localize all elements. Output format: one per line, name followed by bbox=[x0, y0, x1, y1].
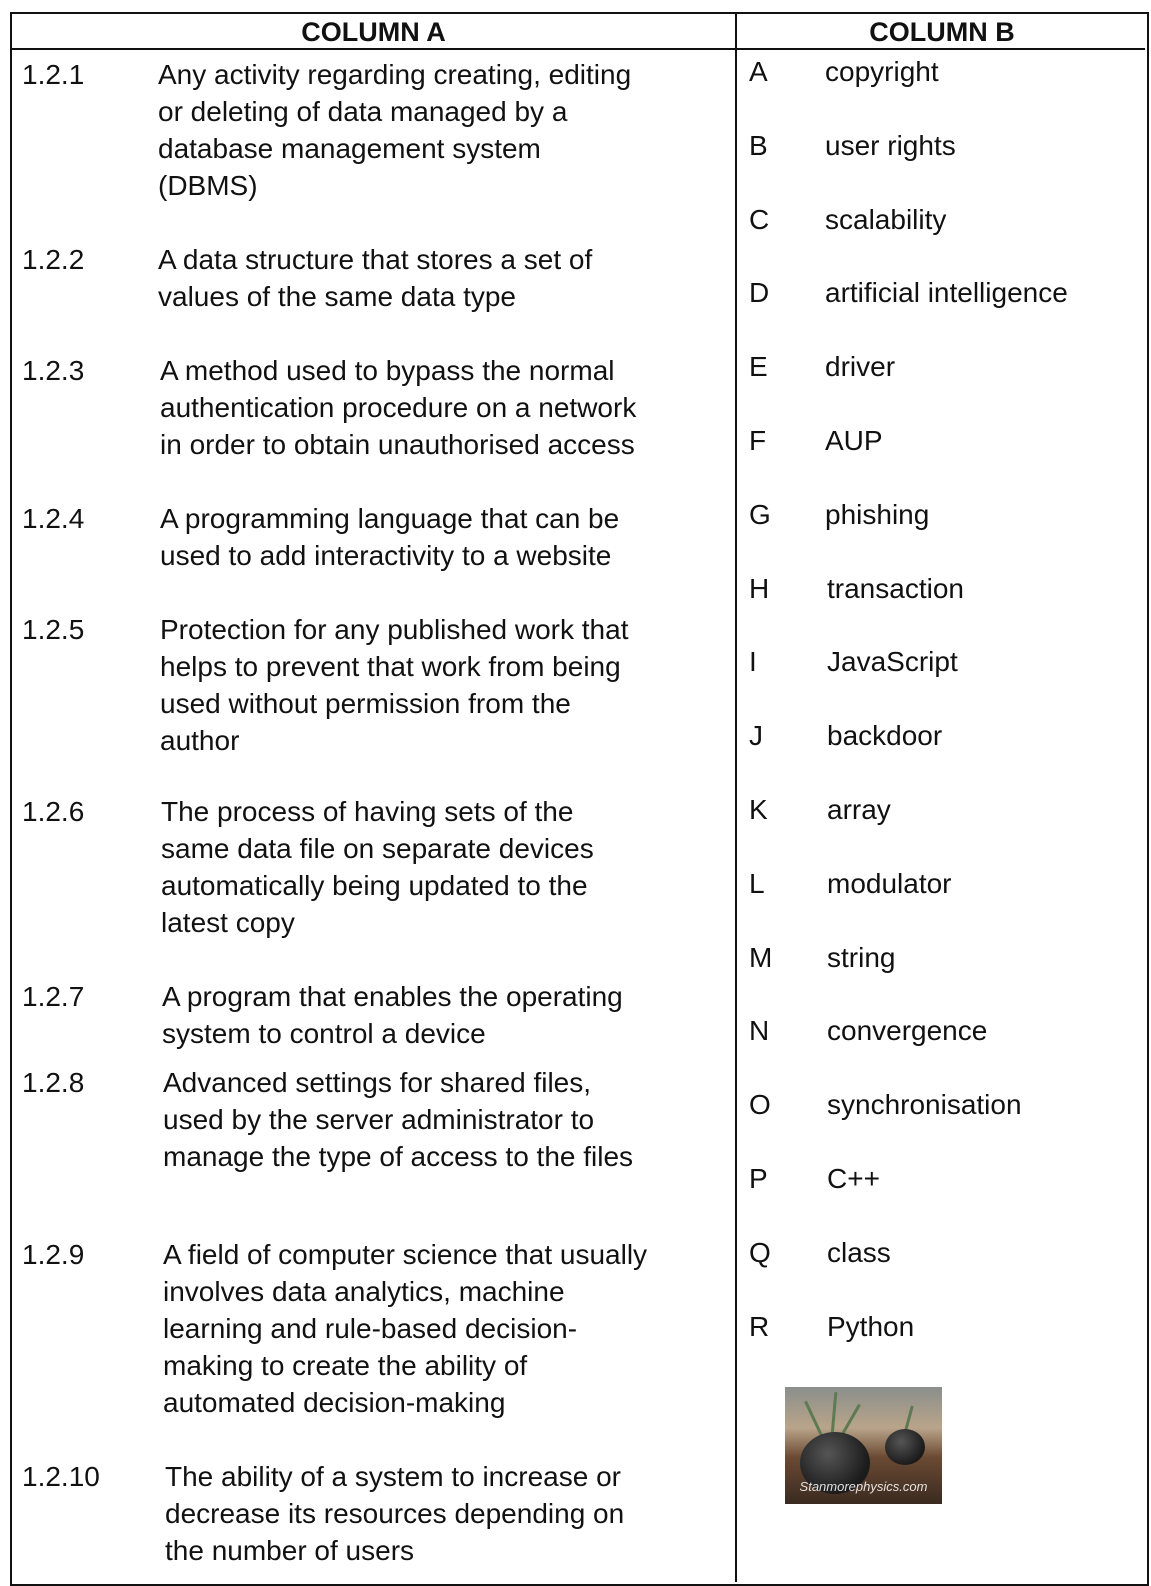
column-header: COLUMN A bbox=[301, 17, 446, 47]
item-description: making to create the ability of bbox=[163, 1350, 528, 1381]
item-number: 1.2.5 bbox=[22, 614, 85, 645]
option-term: phishing bbox=[825, 498, 930, 530]
option-term: class bbox=[827, 1236, 891, 1268]
item-description: database management system bbox=[158, 133, 541, 164]
option-letter: J bbox=[749, 720, 763, 752]
option-letter: Q bbox=[749, 1236, 771, 1268]
option-letter: D bbox=[749, 277, 770, 309]
option-term: convergence bbox=[827, 1015, 988, 1047]
column-divider bbox=[735, 12, 737, 1582]
item-description: same data file on separate devices bbox=[161, 833, 594, 864]
item-description: The process of having sets of the bbox=[161, 796, 574, 827]
item-description: used by the server administrator to bbox=[163, 1104, 595, 1135]
header-rule bbox=[10, 48, 1145, 50]
plant-pot bbox=[800, 1432, 870, 1494]
item-description: values of the same data type bbox=[158, 281, 516, 312]
item-description: system to control a device bbox=[162, 1018, 486, 1049]
option-term: artificial intelligence bbox=[825, 277, 1068, 309]
item-description: author bbox=[160, 725, 240, 756]
option-letter: E bbox=[749, 351, 768, 383]
item-description: involves data analytics, machine bbox=[163, 1276, 565, 1307]
plant-pot bbox=[885, 1429, 925, 1465]
option-letter: G bbox=[749, 498, 771, 530]
option-letter: R bbox=[749, 1310, 770, 1342]
item-description: used without permission from the bbox=[160, 688, 571, 719]
item-description: A programming language that can be bbox=[160, 503, 620, 534]
item-number: 1.2.1 bbox=[22, 59, 85, 90]
item-description: manage the type of access to the files bbox=[163, 1141, 634, 1172]
item-description: A program that enables the operating bbox=[162, 981, 623, 1012]
option-term: Python bbox=[827, 1310, 915, 1342]
item-description: decrease its resources depending on bbox=[165, 1498, 625, 1529]
item-description: used to add interactivity to a website bbox=[160, 540, 612, 571]
option-letter: P bbox=[749, 1163, 768, 1194]
option-term: string bbox=[827, 941, 896, 973]
watermark-image: Stanmorephysics.com bbox=[785, 1387, 942, 1504]
option-term: transaction bbox=[827, 572, 964, 604]
option-term: backdoor bbox=[827, 720, 943, 752]
item-number: 1.2.9 bbox=[22, 1239, 85, 1270]
option-letter: F bbox=[749, 425, 767, 456]
item-number: 1.2.6 bbox=[22, 796, 85, 827]
column-header: COLUMN B bbox=[869, 17, 1015, 47]
item-description: automatically being updated to the bbox=[161, 870, 588, 901]
option-letter: I bbox=[749, 646, 757, 678]
item-description: A field of computer science that usually bbox=[163, 1239, 648, 1270]
option-letter: A bbox=[749, 56, 768, 87]
item-number: 1.2.3 bbox=[22, 355, 85, 386]
item-number: 1.2.2 bbox=[22, 244, 85, 275]
item-description: learning and rule-based decision- bbox=[163, 1313, 578, 1344]
item-description: The ability of a system to increase or bbox=[165, 1461, 621, 1492]
item-number: 1.2.8 bbox=[22, 1067, 85, 1098]
option-term: C++ bbox=[827, 1163, 880, 1194]
item-description: or deleting of data managed by a bbox=[158, 96, 568, 127]
item-description: helps to prevent that work from being bbox=[160, 651, 621, 682]
item-description: authentication procedure on a network bbox=[160, 392, 637, 423]
item-description: Protection for any published work that bbox=[160, 614, 629, 645]
item-description: A data structure that stores a set of bbox=[158, 244, 593, 275]
option-term: driver bbox=[825, 351, 896, 383]
item-description: automated decision-making bbox=[163, 1387, 506, 1418]
option-letter: B bbox=[749, 129, 768, 161]
item-description: (DBMS) bbox=[158, 170, 258, 201]
option-term: synchronisation bbox=[827, 1089, 1022, 1121]
item-number: 1.2.7 bbox=[22, 981, 85, 1012]
item-description: Advanced settings for shared files, bbox=[163, 1067, 592, 1098]
option-letter: L bbox=[749, 867, 765, 899]
option-letter: M bbox=[749, 941, 773, 973]
option-term: copyright bbox=[825, 56, 939, 87]
option-letter: H bbox=[749, 572, 770, 604]
option-term: scalability bbox=[825, 203, 947, 235]
option-letter: N bbox=[749, 1015, 770, 1047]
item-description: Any activity regarding creating, editing bbox=[158, 59, 632, 90]
watermark-text: Stanmorephysics.com bbox=[799, 1479, 928, 1494]
option-term: JavaScript bbox=[827, 646, 958, 678]
item-description: latest copy bbox=[161, 907, 295, 938]
option-letter: O bbox=[749, 1089, 771, 1121]
option-term: user rights bbox=[825, 129, 956, 161]
option-term: array bbox=[827, 794, 891, 825]
item-description: the number of users bbox=[165, 1535, 415, 1566]
item-number: 1.2.4 bbox=[22, 503, 85, 534]
option-letter: K bbox=[749, 794, 768, 825]
option-letter: C bbox=[749, 203, 770, 235]
option-term: AUP bbox=[825, 425, 883, 456]
item-description: A method used to bypass the normal bbox=[160, 355, 615, 386]
item-description: in order to obtain unauthorised access bbox=[160, 429, 635, 460]
option-term: modulator bbox=[827, 867, 952, 899]
item-number: 1.2.10 bbox=[22, 1461, 100, 1492]
